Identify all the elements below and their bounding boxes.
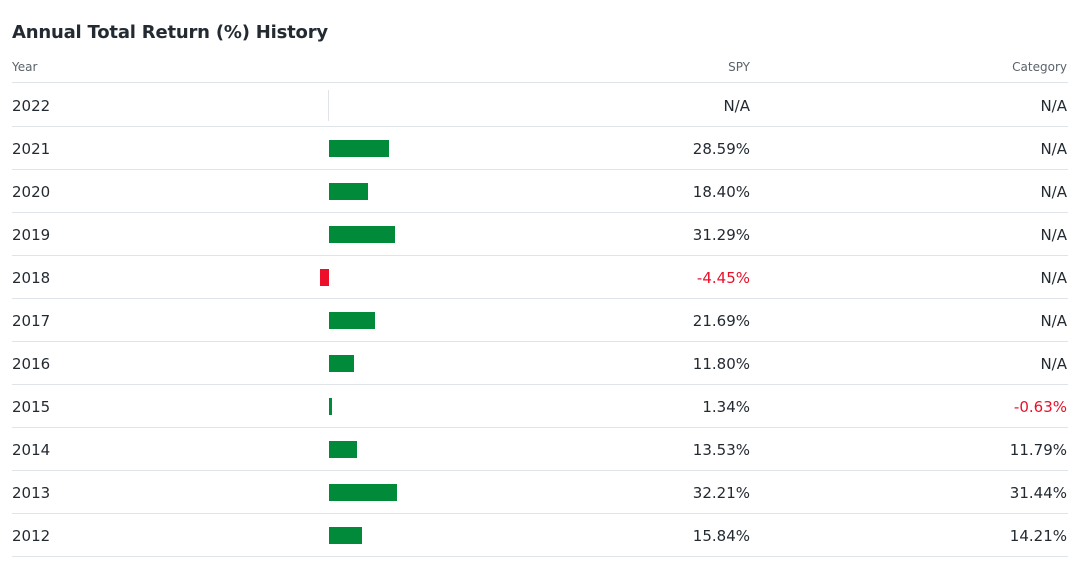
positive-return-bar	[329, 140, 390, 157]
year-cell: 2015	[12, 398, 51, 416]
column-header-category: Category	[1012, 60, 1067, 74]
year-cell: 2014	[12, 441, 51, 459]
category-return-cell: N/A	[1040, 226, 1067, 244]
bar-baseline	[328, 90, 329, 121]
spy-return-cell: 32.21%	[692, 484, 750, 502]
category-return-cell: N/A	[1040, 97, 1067, 115]
table-row: 2019 31.29% N/A	[12, 213, 1068, 256]
section-title: Annual Total Return (%) History	[12, 22, 328, 43]
year-cell: 2020	[12, 183, 51, 201]
spy-return-cell: -4.45%	[696, 269, 750, 287]
year-cell: 2012	[12, 527, 51, 545]
category-return-cell: N/A	[1040, 140, 1067, 158]
positive-return-bar	[329, 398, 332, 415]
year-cell: 2013	[12, 484, 51, 502]
negative-return-bar	[319, 269, 329, 286]
spy-return-cell: 21.69%	[692, 312, 750, 330]
table-row: 2018 -4.45% N/A	[12, 256, 1068, 299]
category-return-cell: 14.21%	[1009, 527, 1067, 545]
positive-return-bar	[329, 183, 368, 200]
category-return-cell: N/A	[1040, 312, 1067, 330]
category-return-cell: 11.79%	[1009, 441, 1067, 459]
category-return-cell: N/A	[1040, 355, 1067, 373]
spy-return-cell: 31.29%	[692, 226, 750, 244]
positive-return-bar	[329, 355, 354, 372]
column-header-spy: SPY	[728, 60, 750, 74]
year-cell: 2018	[12, 269, 51, 287]
positive-return-bar	[329, 527, 363, 544]
category-return-cell: 31.44%	[1009, 484, 1067, 502]
table-header: Year SPY Category	[12, 52, 1068, 83]
spy-return-cell: 28.59%	[692, 140, 750, 158]
positive-return-bar	[329, 226, 395, 243]
table-row: 2020 18.40% N/A	[12, 170, 1068, 213]
spy-return-cell: 13.53%	[692, 441, 750, 459]
spy-return-cell: N/A	[723, 97, 750, 115]
table-row: 2022 N/A N/A	[12, 84, 1068, 127]
year-cell: 2019	[12, 226, 51, 244]
spy-return-cell: 11.80%	[692, 355, 750, 373]
year-cell: 2016	[12, 355, 51, 373]
spy-return-cell: 1.34%	[702, 398, 750, 416]
spy-return-cell: 15.84%	[692, 527, 750, 545]
table-row: 2016 11.80% N/A	[12, 342, 1068, 385]
positive-return-bar	[329, 312, 375, 329]
table-row: 2015 1.34% -0.63%	[12, 385, 1068, 428]
year-cell: 2022	[12, 97, 51, 115]
table-row: 2021 28.59% N/A	[12, 127, 1068, 170]
table-row: 2017 21.69% N/A	[12, 299, 1068, 342]
spy-return-cell: 18.40%	[692, 183, 750, 201]
return-history-table: 2022 N/A N/A 2021 28.59% N/A 2020 18.40% N/A 2019…	[12, 84, 1068, 557]
positive-return-bar	[329, 441, 358, 458]
category-return-cell: -0.63%	[1013, 398, 1067, 416]
column-header-year: Year	[12, 60, 38, 74]
table-row: 2014 13.53% 11.79%	[12, 428, 1068, 471]
year-cell: 2017	[12, 312, 51, 330]
table-row: 2013 32.21% 31.44%	[12, 471, 1068, 514]
category-return-cell: N/A	[1040, 183, 1067, 201]
table-row: 2012 15.84% 14.21%	[12, 514, 1068, 557]
positive-return-bar	[329, 484, 397, 501]
category-return-cell: N/A	[1040, 269, 1067, 287]
year-cell: 2021	[12, 140, 51, 158]
